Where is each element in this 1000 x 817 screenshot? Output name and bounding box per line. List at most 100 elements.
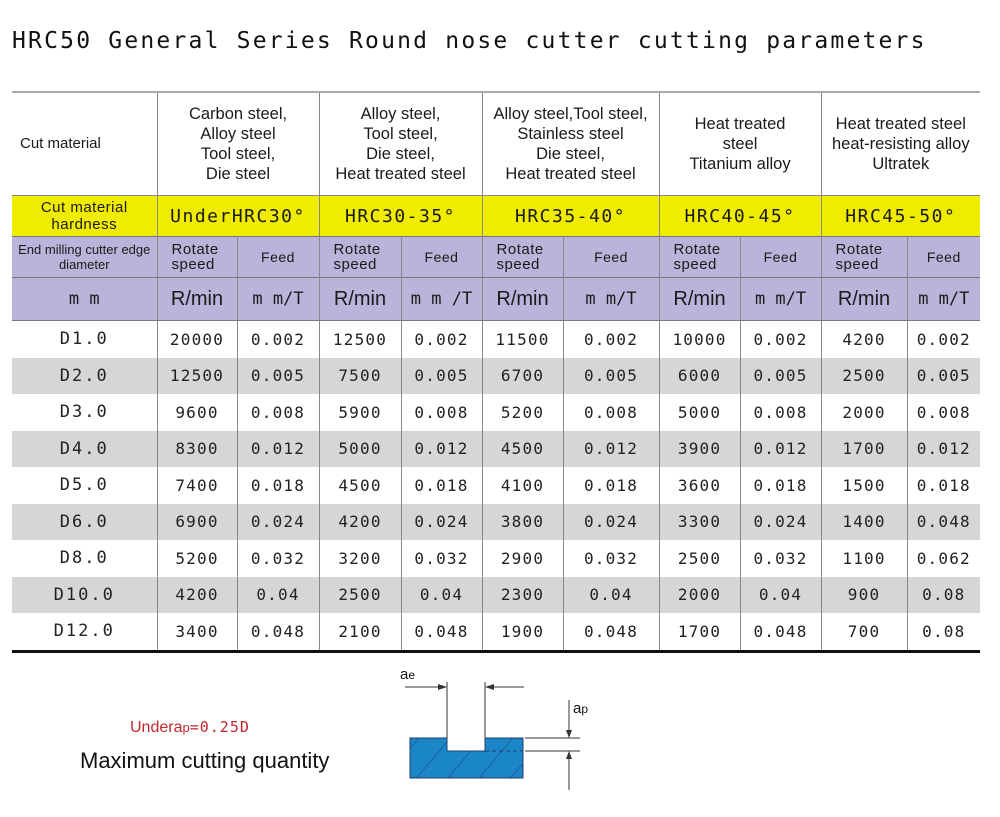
rotate-speed-header: Rotate speed [318,236,402,278]
feed-cell: 0.032 [739,540,822,577]
feed-cell: 0.032 [562,540,660,577]
rotate-speed-cell: 900 [820,576,908,613]
rotate-speed-cell: 4200 [156,576,238,613]
feed-cell: 0.008 [400,394,483,431]
feed-cell: 0.002 [739,320,822,358]
rotate-speed-cell: 5200 [481,394,564,431]
table-row: D4.0 8300 0.012 5000 0.012 4500 0.012 3900 0.012… [12,430,981,467]
note-equation: =0.25D [189,718,250,736]
diameter-cell: D1.0 [12,320,158,358]
feed-cell: 0.002 [400,320,483,358]
hardness-value: HRC35-40° [481,195,660,237]
rotate-speed-cell: 1700 [820,430,908,467]
material-line: Heat treated steel [335,165,466,183]
rotate-speed-cell: 12500 [156,357,238,394]
rotate-speed-cell: 700 [820,613,908,653]
diameter-cell: D5.0 [12,467,158,504]
speed-unit: R/min [318,277,402,321]
feed-cell: 0.048 [562,613,660,653]
feed-cell: 0.032 [400,540,483,577]
speed-unit: R/min [481,277,564,321]
rotate-speed-cell: 4500 [481,430,564,467]
material-line: Heat treated [694,115,786,133]
feed-header: Feed [236,236,320,278]
feed-unit: m m/T [236,277,320,321]
material-line: heat-resisting alloy [832,135,970,153]
material-line: Die steel [205,165,271,183]
feed-cell: 0.018 [906,467,981,504]
material-line: Alloy steel,Tool steel, [493,105,648,123]
table-row: D12.0 3400 0.048 2100 0.048 1900 0.048 1700 0.04… [12,613,981,653]
rotate-speed-cell: 2500 [820,357,908,394]
diameter-label: End milling cutter edge diameter [12,236,158,278]
note-prefix: Undera [130,719,183,736]
material-line: Tool steel, [200,145,276,163]
hardness-value: HRC45-50° [820,195,981,237]
feed-cell: 0.04 [739,576,822,613]
rotate-speed-cell: 1900 [481,613,564,653]
table-row: D8.0 5200 0.032 3200 0.032 2900 0.032 2500 0.032… [12,540,981,577]
rotate-speed-cell: 2100 [318,613,402,653]
feed-cell: 0.008 [906,394,981,431]
rotate-speed-cell: 3800 [481,503,564,540]
rotate-speed-cell: 20000 [156,320,238,358]
rotate-speed-cell: 5900 [318,394,402,431]
diameter-cell: D4.0 [12,430,158,467]
rotate-speed-cell: 4200 [820,320,908,358]
cutting-depth-diagram: ae ap [390,660,610,790]
rotate-speed-cell: 11500 [481,320,564,358]
feed-cell: 0.018 [562,467,660,504]
rotate-speed-cell: 5200 [156,540,238,577]
max-cutting-quantity-label: Maximum cutting quantity [80,748,330,773]
feed-cell: 0.012 [236,430,320,467]
rotate-speed-cell: 4500 [318,467,402,504]
feed-cell: 0.005 [562,357,660,394]
rotate-speed-cell: 3300 [658,503,741,540]
note-subscript: p [182,720,190,735]
ap-sub: p [581,702,589,716]
rotate-speed-cell: 6900 [156,503,238,540]
table-row: D6.0 6900 0.024 4200 0.024 3800 0.024 3300 0.024… [12,503,981,540]
diameter-cell: D10.0 [12,576,158,613]
speed-unit: R/min [820,277,908,321]
ae-main: a [400,666,409,683]
feed-cell: 0.008 [236,394,320,431]
feed-cell: 0.005 [739,357,822,394]
rotate-speed-cell: 6700 [481,357,564,394]
speed-unit: R/min [156,277,238,321]
ae-sub: e [408,668,416,682]
material-line: Carbon steel, [188,105,288,123]
rotate-speed-cell: 2900 [481,540,564,577]
material-line: Heat treated steel [835,115,966,133]
rotate-speed-cell: 7500 [318,357,402,394]
feed-cell: 0.024 [739,503,822,540]
feed-cell: 0.005 [236,357,320,394]
rotate-speed-cell: 1400 [820,503,908,540]
rotate-speed-cell: 6000 [658,357,741,394]
cutting-parameters-table: Cut material Carbon steel, Alloy steel Too… [12,91,981,653]
diameter-cell: D3.0 [12,394,158,431]
rotate-speed-header: Rotate speed [156,236,238,278]
material-cell: Alloy steel,Tool steel, Stainless steel Di… [481,91,660,196]
rotate-speed-cell: 5000 [318,430,402,467]
feed-unit: m m/T [562,277,660,321]
feed-cell: 0.012 [400,430,483,467]
cut-material-label: Cut material [12,91,158,196]
feed-cell: 0.008 [562,394,660,431]
rotate-speed-cell: 3900 [658,430,741,467]
rotate-speed-cell: 4200 [318,503,402,540]
diameter-cell: D6.0 [12,503,158,540]
material-line: Stainless steel [517,125,624,143]
feed-cell: 0.018 [236,467,320,504]
material-line: Titanium alloy [689,155,791,173]
rotate-speed-cell: 1500 [820,467,908,504]
feed-cell: 0.024 [236,503,320,540]
material-cell: Alloy steel, Tool steel, Die steel, Heat tr… [318,91,483,196]
material-row: Cut material Carbon steel, Alloy steel Too… [12,91,981,196]
feed-unit: m m /T [400,277,483,321]
rotate-speed-cell: 9600 [156,394,238,431]
rotate-speed-cell: 1700 [658,613,741,653]
feed-unit: m m/T [906,277,981,321]
material-line: Ultratek [872,155,930,173]
rotate-speed-cell: 4100 [481,467,564,504]
